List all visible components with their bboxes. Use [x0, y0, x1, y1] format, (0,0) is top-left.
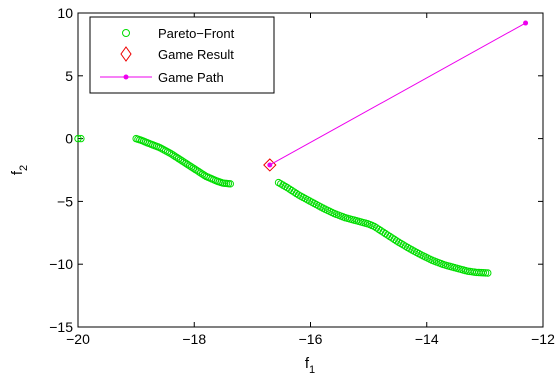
pareto-point	[481, 269, 490, 277]
pareto-point	[191, 165, 199, 174]
legend-marker-game-result	[120, 46, 132, 62]
pareto-point	[169, 151, 177, 159]
y-tick-label: 5	[65, 68, 73, 84]
legend-label-game-path: Game Path	[158, 70, 224, 85]
pareto-point	[193, 166, 201, 175]
pareto-point	[184, 160, 192, 169]
data-layer	[74, 20, 529, 277]
pareto-point	[195, 168, 203, 176]
pareto-point	[187, 163, 196, 171]
x-tick-label: −12	[531, 331, 555, 347]
pareto-point	[185, 162, 194, 170]
legend: Pareto−Front Game Result Game Path	[89, 16, 275, 94]
pareto-point	[174, 154, 183, 163]
legend-label-game-result: Game Result	[158, 47, 234, 62]
legend-label-pareto: Pareto−Front	[158, 26, 235, 41]
x-tick-label: −18	[182, 331, 206, 347]
pareto-point	[198, 170, 207, 178]
x-tick-label: −20	[66, 331, 90, 347]
game-path-point	[267, 162, 273, 168]
x-axis-label: f1	[305, 355, 315, 376]
legend-box	[89, 16, 275, 94]
pareto-point	[180, 158, 188, 166]
pareto-point	[176, 156, 185, 164]
legend-marker-game-path	[123, 74, 129, 80]
pareto-point	[167, 150, 175, 158]
game-path-point	[523, 20, 529, 26]
y-tick-label: −5	[57, 193, 73, 209]
x-tick-label: −14	[415, 331, 439, 347]
pareto-point	[189, 164, 198, 172]
pareto-point	[77, 134, 85, 143]
axis-ticks: −20 −18 −16 −14 −12 −15 −10 −5 0 5 10	[49, 5, 555, 347]
pareto-point	[182, 159, 190, 168]
x-tick-label: −16	[299, 331, 323, 347]
pareto-point	[173, 153, 181, 162]
pareto-point	[165, 149, 174, 157]
series-line-game-path	[269, 22, 526, 166]
y-tick-label: 10	[57, 5, 73, 21]
pareto-point	[74, 134, 82, 143]
y-tick-label: −15	[49, 319, 73, 335]
pareto-point	[226, 180, 234, 188]
y-tick-label: 0	[65, 131, 73, 147]
pareto-point	[197, 169, 205, 177]
pareto-point	[171, 152, 179, 160]
pareto-point	[479, 269, 488, 277]
legend-marker-pareto	[122, 29, 130, 37]
y-axis-label: f2	[9, 165, 30, 175]
pareto-point	[178, 157, 186, 165]
pareto-point	[484, 269, 492, 277]
y-tick-label: −10	[49, 256, 73, 272]
